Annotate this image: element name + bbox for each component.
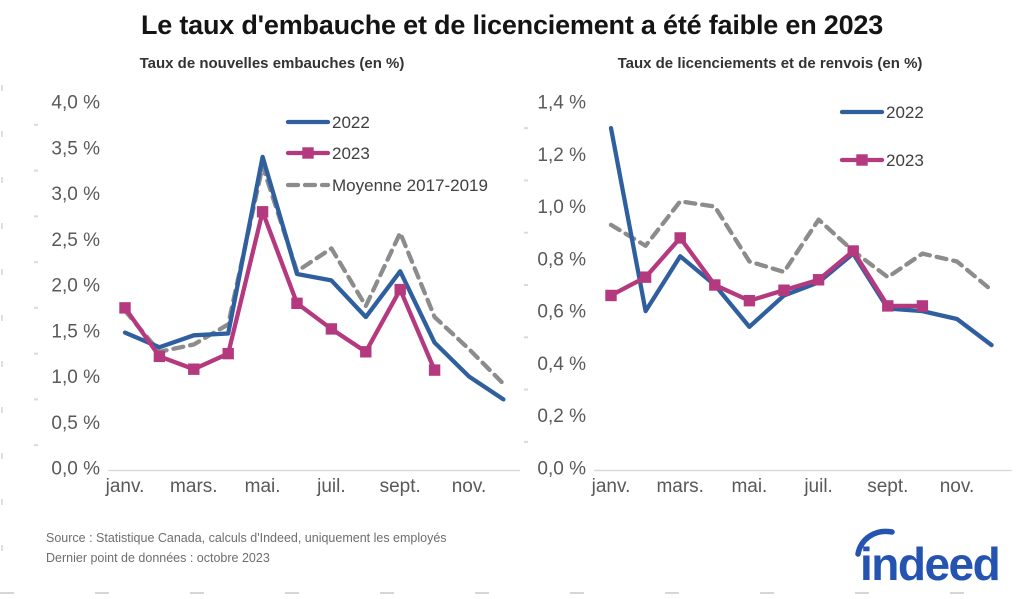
y-tick-label: 0,8 % bbox=[537, 249, 586, 270]
series-marker-2023 bbox=[743, 294, 756, 307]
series-marker-2023 bbox=[222, 347, 234, 360]
y-minor-tick bbox=[34, 169, 38, 172]
series-marker-2023 bbox=[256, 206, 269, 218]
y-minor-tick bbox=[34, 123, 38, 126]
x-tick-label: mai. bbox=[245, 476, 281, 497]
source-text: Source : Statistique Canada, calculs d'I… bbox=[46, 528, 447, 568]
y-tick-label: 3,5 % bbox=[51, 138, 100, 159]
source-line-2: Dernier point de données : octobre 2023 bbox=[46, 551, 270, 565]
series-marker-2023 bbox=[882, 300, 894, 312]
bottom-edge-tick-marks bbox=[0, 592, 1024, 594]
series-marker-2023 bbox=[916, 300, 929, 312]
indeed-logo-arc-icon bbox=[855, 528, 895, 557]
x-tick-label: mars. bbox=[170, 476, 218, 497]
x-tick-label: sept. bbox=[867, 476, 908, 497]
page-title: Le taux d'embauche et de licenciement a … bbox=[140, 10, 884, 40]
series-marker-2023 bbox=[119, 302, 131, 314]
y-tick-label: 0,6 % bbox=[537, 302, 586, 323]
y-tick-label: 3,0 % bbox=[51, 184, 100, 205]
series-line-moyenne-2017-2019 bbox=[122, 163, 506, 386]
y-tick-label: 1,5 % bbox=[51, 321, 100, 342]
x-tick-label: mai. bbox=[731, 476, 767, 497]
x-tick-label: nov. bbox=[452, 476, 487, 497]
y-minor-tick bbox=[524, 284, 528, 286]
series-marker-2023 bbox=[394, 283, 406, 296]
layoffs-rate-chart: 0,0 % 0,2 % 0,4 % 0,6 % 0,8 % 1,0 % 1,2 % 1,4 %… bbox=[520, 88, 1024, 520]
legend-label-moyenne-2017-2019: Moyenne 2017-2019 bbox=[332, 176, 488, 195]
y-minor-tick bbox=[34, 444, 38, 447]
y-minor-tick bbox=[524, 388, 528, 391]
y-tick-label: 0,5 % bbox=[51, 413, 100, 434]
indeed-logo: indeed bbox=[855, 528, 1001, 590]
y-tick-label: 2,0 % bbox=[51, 276, 100, 297]
series-marker-2023 bbox=[778, 284, 790, 296]
y-minor-tick bbox=[34, 352, 38, 355]
y-minor-tick bbox=[34, 215, 38, 218]
x-tick-label: janv. bbox=[105, 476, 145, 497]
y-minor-tick bbox=[524, 127, 528, 130]
left-chart-subtitle: Taux de nouvelles embauches (en %) bbox=[139, 55, 405, 72]
right-chart-subtitle: Taux de licenciements et de renvois (en … bbox=[617, 55, 923, 72]
x-tick-label: juil. bbox=[803, 476, 833, 497]
series-marker-2023 bbox=[291, 297, 303, 309]
source-line-1: Source : Statistique Canada, calculs d'I… bbox=[46, 531, 447, 545]
y-minor-tick bbox=[34, 398, 38, 401]
x-tick-label: janv. bbox=[591, 476, 631, 497]
series-marker-2023 bbox=[325, 323, 338, 335]
legend-label-2022: 2022 bbox=[886, 103, 924, 122]
series-marker-2023 bbox=[639, 271, 652, 283]
hires-rate-chart: 0,0 % 0,5 % 1,0 % 1,5 % 2,0 % 2,5 % 3,0 % 3,5 %… bbox=[30, 88, 534, 520]
series-marker-2023 bbox=[709, 279, 721, 291]
series-marker-2023 bbox=[188, 363, 200, 375]
y-tick-label: 1,2 % bbox=[537, 145, 586, 166]
series-marker-2023 bbox=[428, 364, 441, 376]
y-tick-label: 1,4 % bbox=[537, 93, 586, 114]
y-minor-tick bbox=[34, 261, 38, 264]
legend-label-2022: 2022 bbox=[332, 113, 370, 132]
y-tick-label: 0,0 % bbox=[537, 459, 586, 480]
series-marker-2023 bbox=[360, 346, 372, 358]
series-line-2022 bbox=[608, 125, 994, 348]
series-marker-2023 bbox=[674, 232, 686, 244]
series-marker-2023 bbox=[605, 289, 617, 302]
y-tick-label: 1,0 % bbox=[51, 367, 100, 388]
y-minor-tick bbox=[524, 179, 528, 182]
chart-right-svg: 0,0 % 0,2 % 0,4 % 0,6 % 0,8 % 1,0 % 1,2 % 1,4 %… bbox=[524, 93, 1012, 497]
legend-marker-2023 bbox=[856, 154, 868, 166]
series-marker-2023 bbox=[153, 350, 166, 363]
y-tick-label: 1,0 % bbox=[537, 197, 586, 218]
x-tick-label: sept. bbox=[380, 476, 421, 497]
series-line-2023 bbox=[122, 209, 437, 373]
x-tick-label: mars. bbox=[656, 476, 704, 497]
series-line-2022 bbox=[122, 154, 506, 402]
legend-marker-2023 bbox=[302, 147, 314, 159]
y-minor-tick bbox=[524, 231, 528, 234]
series-line-moyenne-2017-2019 bbox=[608, 199, 994, 293]
left-edge-tick-marks bbox=[1, 85, 3, 590]
x-tick-label: nov. bbox=[940, 476, 975, 497]
y-tick-label: 4,0 % bbox=[51, 93, 100, 114]
series-marker-2023 bbox=[812, 274, 825, 286]
chart-left-svg: 0,0 % 0,5 % 1,0 % 1,5 % 2,0 % 2,5 % 3,0 % 3,5 %… bbox=[34, 93, 520, 497]
series-line-2023 bbox=[608, 235, 925, 309]
indeed-logo-text: indeed bbox=[860, 538, 999, 590]
legend-label-2023: 2023 bbox=[332, 144, 370, 163]
legend-label-2023: 2023 bbox=[886, 151, 924, 170]
y-minor-tick bbox=[524, 440, 528, 443]
series-marker-2023 bbox=[847, 245, 859, 257]
y-tick-label: 0,0 % bbox=[51, 459, 100, 480]
y-tick-label: 2,5 % bbox=[51, 230, 100, 251]
y-tick-label: 0,2 % bbox=[537, 406, 586, 427]
y-tick-label: 0,4 % bbox=[537, 354, 586, 375]
x-tick-label: juil. bbox=[316, 476, 346, 497]
y-minor-tick bbox=[34, 306, 38, 309]
y-minor-tick bbox=[524, 336, 528, 339]
